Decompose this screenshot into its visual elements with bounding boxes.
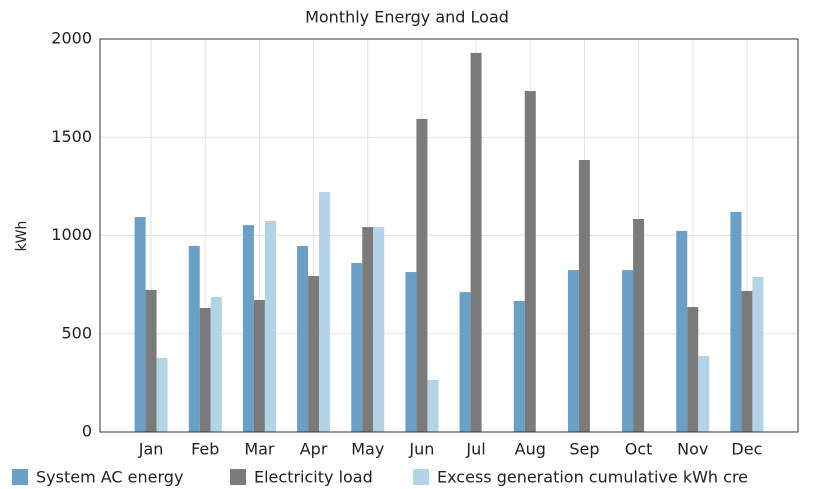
x-tick-label: Jun bbox=[408, 440, 434, 459]
x-tick-label: Jan bbox=[138, 440, 164, 459]
bar bbox=[470, 52, 482, 432]
bar bbox=[253, 299, 265, 432]
x-tick-label: Jul bbox=[465, 440, 485, 459]
bar bbox=[741, 290, 753, 432]
bar bbox=[319, 192, 331, 432]
x-tick-label: Apr bbox=[300, 440, 328, 459]
y-tick-label: 1500 bbox=[51, 127, 92, 146]
y-tick-label: 500 bbox=[61, 323, 92, 342]
bar bbox=[145, 289, 157, 432]
legend-swatch bbox=[12, 469, 28, 485]
bar bbox=[156, 357, 168, 432]
legend-swatch bbox=[413, 469, 429, 485]
bar bbox=[199, 308, 211, 432]
bar bbox=[351, 263, 363, 432]
bar bbox=[752, 276, 764, 432]
y-tick-label: 2000 bbox=[51, 29, 92, 48]
x-tick-label: Aug bbox=[515, 440, 546, 459]
bar bbox=[373, 227, 385, 432]
plot-frame bbox=[99, 38, 799, 433]
bar bbox=[427, 379, 439, 432]
legend-label: Electricity load bbox=[254, 468, 373, 487]
x-tick-label: Dec bbox=[731, 440, 762, 459]
chart-title: Monthly Energy and Load bbox=[305, 8, 509, 27]
bar bbox=[633, 218, 645, 432]
bar bbox=[264, 220, 276, 432]
bar bbox=[578, 160, 590, 432]
x-tick-label: May bbox=[351, 440, 384, 459]
bar bbox=[698, 355, 710, 432]
bar bbox=[242, 225, 254, 432]
bar bbox=[134, 217, 146, 432]
bar bbox=[622, 270, 634, 432]
bar bbox=[405, 272, 417, 432]
bar bbox=[524, 91, 536, 432]
x-tick-label: Mar bbox=[244, 440, 275, 459]
bar bbox=[687, 307, 699, 432]
bar bbox=[308, 275, 320, 432]
bar bbox=[730, 211, 742, 432]
x-tick-label: Sep bbox=[569, 440, 599, 459]
y-axis-label: kWh bbox=[14, 221, 30, 252]
bar bbox=[297, 245, 309, 432]
bar bbox=[459, 292, 471, 432]
y-tick-label: 0 bbox=[82, 422, 92, 441]
legend-label: System AC energy bbox=[36, 468, 183, 487]
bar bbox=[416, 118, 428, 433]
x-tick-label: Nov bbox=[677, 440, 708, 459]
legend-label: Excess generation cumulative kWh cre bbox=[437, 468, 748, 487]
bar bbox=[188, 245, 200, 432]
bar bbox=[210, 297, 222, 432]
y-tick-label: 1000 bbox=[51, 225, 92, 244]
bar bbox=[567, 270, 579, 432]
bar bbox=[676, 230, 688, 432]
x-tick-label: Oct bbox=[625, 440, 653, 459]
bar bbox=[513, 300, 525, 432]
bar bbox=[362, 227, 374, 432]
legend-swatch bbox=[230, 469, 246, 485]
x-tick-label: Feb bbox=[191, 440, 219, 459]
